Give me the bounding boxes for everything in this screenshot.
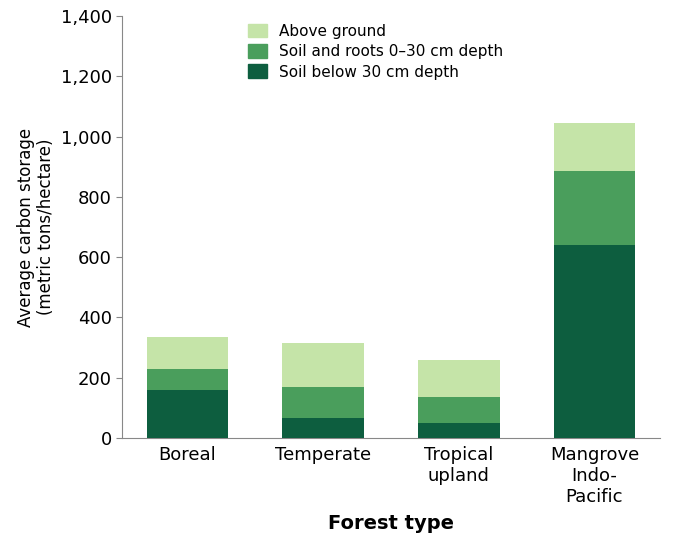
Bar — [282, 343, 364, 387]
X-axis label: Forest type: Forest type — [328, 514, 454, 533]
Bar — [418, 359, 500, 397]
Bar — [282, 387, 364, 418]
Legend: Above ground, Soil and roots 0–30 cm depth, Soil below 30 cm depth: Above ground, Soil and roots 0–30 cm dep… — [248, 23, 503, 80]
Bar — [147, 390, 228, 438]
Bar — [282, 418, 364, 438]
Y-axis label: Average carbon storage
(metric tons/hectare): Average carbon storage (metric tons/hect… — [16, 128, 55, 326]
Bar — [554, 123, 635, 171]
Bar — [418, 397, 500, 423]
Bar — [554, 171, 635, 245]
Bar — [418, 423, 500, 438]
Bar — [147, 368, 228, 390]
Bar — [147, 337, 228, 368]
Bar — [554, 245, 635, 438]
